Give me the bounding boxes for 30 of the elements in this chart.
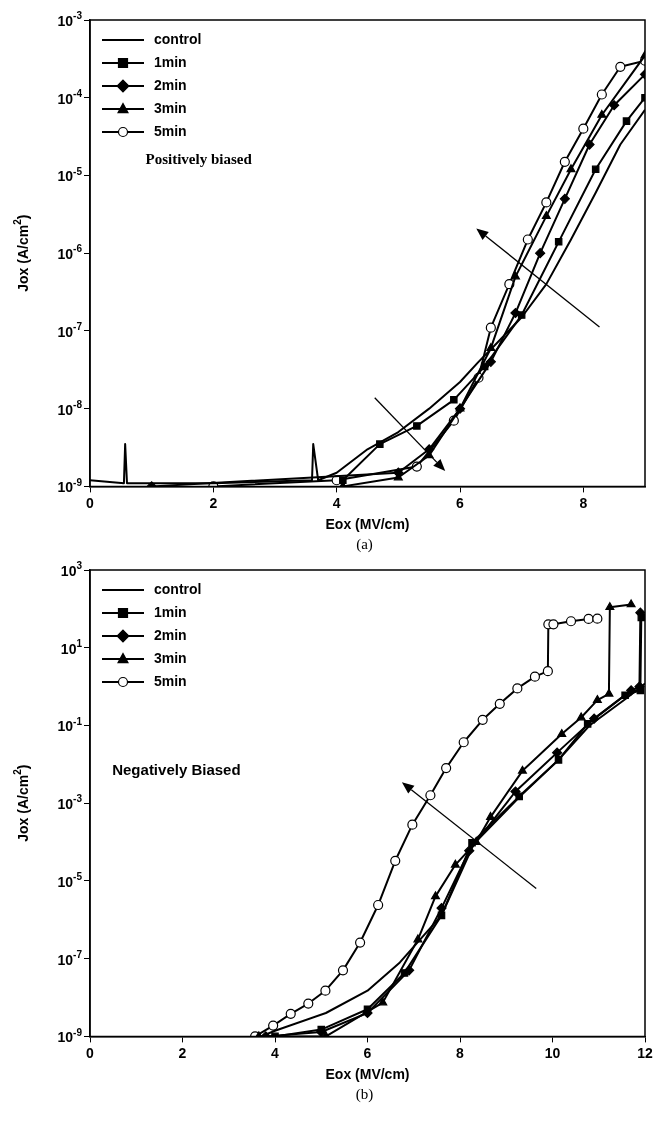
x-tick-label: 8 — [456, 1044, 465, 1061]
legend-label: 1min — [154, 603, 187, 620]
legend-label: control — [154, 580, 202, 597]
legend-label: 2min — [154, 76, 187, 93]
x-tick-label: 6 — [456, 494, 465, 511]
annotation: Negatively Biased — [112, 760, 241, 778]
x-tick-label: 6 — [363, 1044, 372, 1061]
x-tick-label: 0 — [86, 1044, 95, 1061]
legend-label: 3min — [154, 99, 187, 116]
y-axis-title: Jox (A/cm2) — [12, 764, 31, 842]
legend-label: 5min — [154, 122, 187, 139]
y-axis-title: Jox (A/cm2) — [12, 214, 31, 292]
text: (b) — [354, 1086, 375, 1104]
annotation: Positively biased — [145, 150, 253, 167]
x-tick-label: 12 — [637, 1044, 653, 1061]
text: (a) — [355, 536, 374, 554]
x-tick-label: 0 — [86, 494, 95, 511]
x-axis-title: Eox (MV/cm) — [325, 516, 410, 533]
legend-label: 5min — [154, 672, 187, 689]
legend-label: 3min — [154, 649, 187, 666]
x-axis-title: Eox (MV/cm) — [325, 1066, 410, 1083]
legend-label: control — [154, 30, 202, 47]
x-tick-label: 2 — [178, 1044, 187, 1061]
x-tick-label: 2 — [209, 494, 218, 511]
x-tick-label: 4 — [332, 494, 341, 511]
legend-label: 2min — [154, 626, 187, 643]
x-tick-label: 8 — [579, 494, 588, 511]
x-tick-label: 4 — [271, 1044, 280, 1061]
legend-label: 1min — [154, 53, 187, 70]
x-tick-label: 10 — [544, 1044, 561, 1061]
